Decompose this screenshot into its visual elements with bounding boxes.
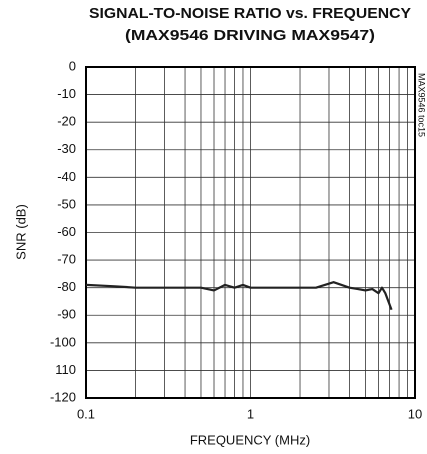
x-axis-label: FREQUENCY (MHz) xyxy=(190,432,310,447)
y-tick-label: -70 xyxy=(57,252,76,267)
plot-frame xyxy=(85,66,416,399)
y-tick-label: -60 xyxy=(57,224,76,239)
y-tick-label: -40 xyxy=(57,169,76,184)
y-tick-label: -100 xyxy=(50,334,76,349)
y-tick-label: -120 xyxy=(50,389,76,404)
y-tick-label: -80 xyxy=(57,279,76,294)
x-tick-label: 1 xyxy=(247,406,254,421)
figure-note: MAX9546 toc15 xyxy=(417,73,427,137)
y-tick-label: -10 xyxy=(57,86,76,101)
x-tick-label: 0.1 xyxy=(77,406,95,421)
y-tick-label: -50 xyxy=(57,196,76,211)
y-tick-label: -20 xyxy=(57,114,76,129)
y-tick-label: -30 xyxy=(57,141,76,156)
x-tick-label: 10 xyxy=(408,406,422,421)
data-line xyxy=(85,281,393,311)
y-tick-label: 0 xyxy=(69,58,76,73)
y-axis-label: SNR (dB) xyxy=(13,204,28,260)
chart-title: SIGNAL-TO-NOISE RATIO vs. FREQUENCY xyxy=(89,5,411,22)
chart-subtitle: (MAX9546 DRIVING MAX9547) xyxy=(125,27,375,44)
y-tick-label: -90 xyxy=(57,307,76,322)
y-tick-label: 110 xyxy=(55,362,76,377)
